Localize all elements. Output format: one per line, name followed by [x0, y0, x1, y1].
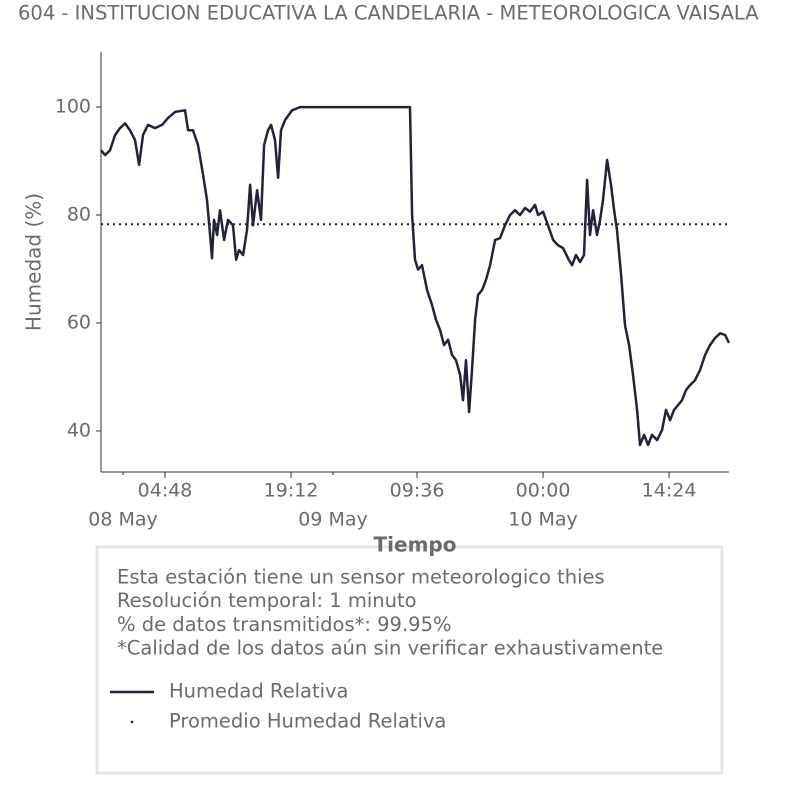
info-text: % de datos transmitidos*: 99.95%	[117, 613, 452, 636]
info-text: Resolución temporal: 1 minuto	[117, 589, 417, 612]
x-minor-tick-label: 09 May	[298, 509, 368, 531]
info-box	[95, 545, 724, 775]
y-tick-label: 80	[67, 204, 91, 226]
info-text: Esta estación tiene un sensor meteorolog…	[117, 566, 605, 589]
x-axis-label: Tiempo	[374, 533, 457, 557]
info-text: *Calidad de los datos aún sin verificar …	[117, 637, 663, 660]
humidity-line	[100, 105, 731, 447]
x-tick-label: 04:48	[138, 480, 193, 502]
x-minor-tick-label: 10 May	[508, 509, 578, 531]
chart-title: 604 - INSTITUCION EDUCATIVA LA CANDELARI…	[18, 2, 759, 25]
x-tick-label: 09:36	[390, 480, 445, 502]
x-tick-label: 00:00	[516, 480, 571, 502]
y-axis-label: Humedad (%)	[22, 193, 46, 331]
x-tick-label: 19:12	[264, 480, 319, 502]
legend-dot	[130, 720, 134, 724]
legend-label: Promedio Humedad Relativa	[169, 710, 446, 733]
y-tick-label: 100	[55, 96, 91, 118]
legend-label: Humedad Relativa	[169, 680, 349, 703]
x-minor-tick-label: 08 May	[88, 509, 158, 531]
x-tick-label: 14:24	[642, 480, 697, 502]
y-tick-label: 60	[67, 312, 91, 334]
y-tick-label: 40	[67, 419, 91, 441]
